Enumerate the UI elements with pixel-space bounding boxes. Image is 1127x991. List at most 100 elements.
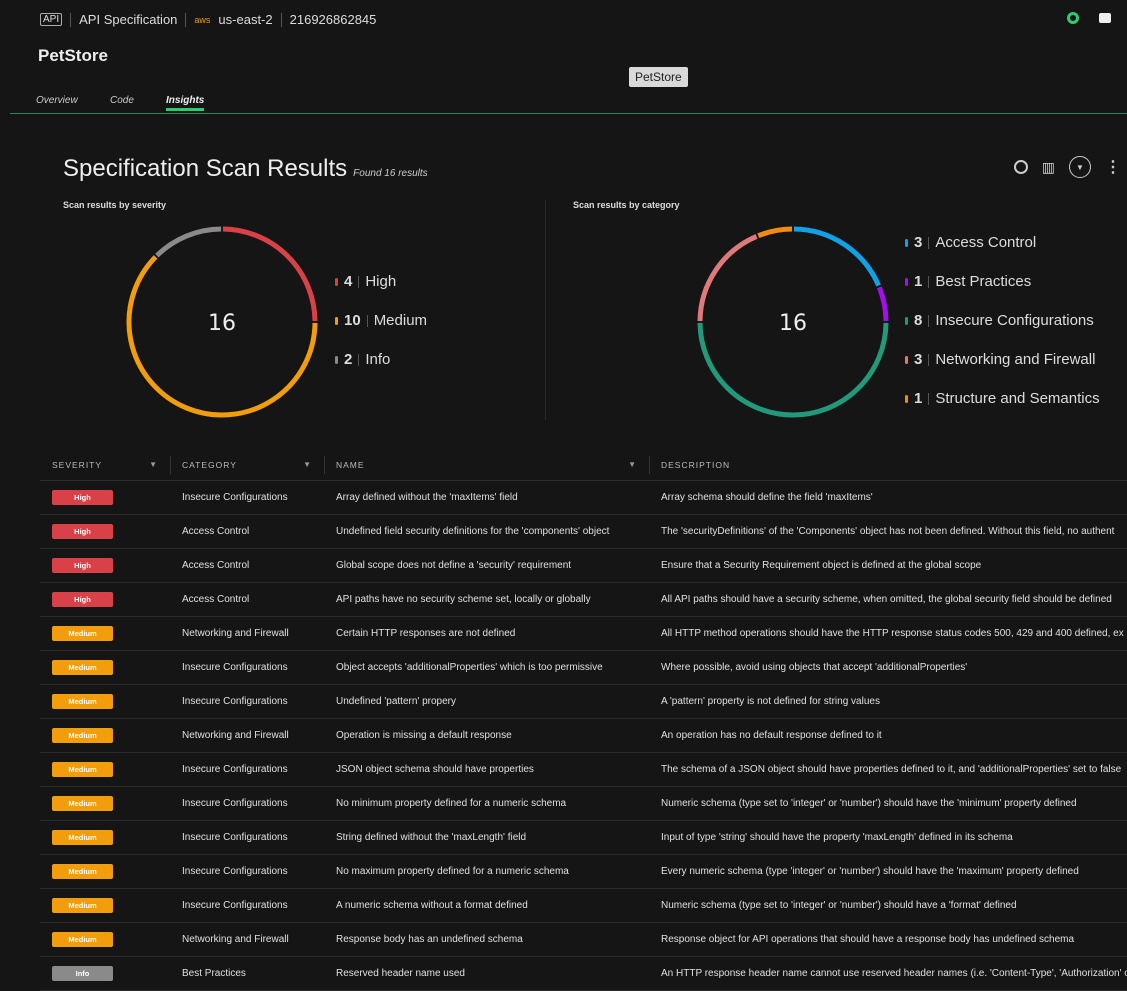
- category-cell: Insecure Configurations: [170, 786, 324, 821]
- name-cell: API paths have no security scheme set, l…: [324, 582, 649, 617]
- legend-item[interactable]: 8 Insecure Configurations: [905, 301, 1100, 340]
- severity-cell: Medium: [40, 616, 170, 651]
- category-cell: Insecure Configurations: [170, 752, 324, 787]
- severity-badge: High: [52, 557, 113, 573]
- table-row[interactable]: High Access Control Undefined field securi…: [40, 514, 1127, 549]
- column-header-description[interactable]: DESCRIPTION: [649, 450, 1127, 481]
- legend-label: Insecure Configurations: [935, 312, 1094, 329]
- description-cell: Where possible, avoid using objects that…: [649, 650, 1127, 685]
- table-row[interactable]: Medium Insecure Configurations String defi…: [40, 820, 1127, 855]
- donut-slice-networking-and-firewall[interactable]: [697, 234, 758, 322]
- donut-slice-info[interactable]: [155, 226, 222, 258]
- divider: [928, 353, 930, 366]
- column-header-severity[interactable]: SEVERITY ▼: [40, 450, 170, 481]
- column-header-name[interactable]: NAME ▼: [324, 450, 649, 481]
- description-cell: An HTTP response header name cannot use …: [649, 956, 1127, 991]
- severity-donut: 16: [126, 226, 318, 418]
- legend-swatch: [905, 355, 908, 364]
- description-cell: All HTTP method operations should have t…: [649, 616, 1127, 651]
- chat-icon[interactable]: [1099, 13, 1111, 23]
- donut-slice-medium[interactable]: [126, 255, 318, 418]
- severity-cell: Info: [40, 956, 170, 991]
- severity-badge: Medium: [52, 659, 113, 675]
- category-cell: Access Control: [170, 548, 324, 583]
- description-cell: The 'securityDefinitions' of the 'Compon…: [649, 514, 1127, 549]
- legend-swatch: [905, 394, 908, 403]
- divider: [280, 12, 282, 27]
- donut-slice-structure-and-semantics[interactable]: [757, 226, 793, 239]
- name-cell: A numeric schema without a format define…: [324, 888, 649, 923]
- divider: [70, 12, 72, 27]
- table-row[interactable]: Medium Insecure Configurations JSON object…: [40, 752, 1127, 787]
- column-header-category[interactable]: CATEGORY ▼: [170, 450, 324, 481]
- category-cell: Networking and Firewall: [170, 922, 324, 957]
- category-cell: Best Practices: [170, 956, 324, 991]
- table-row[interactable]: Medium Insecure Configurations No maximum …: [40, 854, 1127, 889]
- severity-cell: High: [40, 548, 170, 583]
- table-row[interactable]: Medium Networking and Firewall Certain HTT…: [40, 616, 1127, 651]
- more-options-icon[interactable]: ⋮: [1105, 159, 1121, 176]
- table-row[interactable]: Medium Insecure Configurations Undefined '…: [40, 684, 1127, 719]
- severity-badge: High: [52, 523, 113, 539]
- section-title: Specification Scan Results Found 16 resul…: [63, 155, 428, 183]
- scan-title: Specification Scan Results: [63, 155, 348, 182]
- donut-slice-best-practices[interactable]: [876, 286, 889, 322]
- legend-count: 1: [914, 273, 923, 290]
- name-cell: Undefined 'pattern' propery: [324, 684, 649, 719]
- severity-cell: Medium: [40, 820, 170, 855]
- table-row[interactable]: Medium Networking and Firewall Operation i…: [40, 718, 1127, 753]
- legend-item[interactable]: 3 Access Control: [905, 223, 1100, 262]
- table-row[interactable]: Medium Insecure Configurations A numeric s…: [40, 888, 1127, 923]
- legend-label: Medium: [373, 312, 428, 329]
- severity-cell: High: [40, 480, 170, 515]
- name-cell: Undefined field security definitions for…: [324, 514, 649, 549]
- legend-count: 1: [914, 390, 923, 407]
- table-row[interactable]: High Access Control API paths have no secu…: [40, 582, 1127, 617]
- divider: [928, 314, 930, 327]
- severity-legend: 4 High 10 Medium 2 Info: [335, 262, 427, 379]
- legend-item[interactable]: 3 Networking and Firewall: [905, 340, 1100, 379]
- category-cell: Insecure Configurations: [170, 888, 324, 923]
- description-cell: Numeric schema (type set to 'integer' or…: [649, 786, 1127, 821]
- legend-label: Networking and Firewall: [935, 351, 1096, 368]
- table-row[interactable]: Medium Insecure Configurations Object acce…: [40, 650, 1127, 685]
- description-cell: Array schema should define the field 'ma…: [649, 480, 1127, 515]
- account-id: 216926862845: [289, 12, 377, 27]
- severity-cell: Medium: [40, 922, 170, 957]
- donut-view-icon[interactable]: [1013, 160, 1028, 174]
- filter-button[interactable]: ▼: [1069, 156, 1091, 178]
- table-row[interactable]: Medium Networking and Firewall Response bo…: [40, 922, 1127, 957]
- legend-item[interactable]: 1 Best Practices: [905, 262, 1100, 301]
- donut-slice-high[interactable]: [222, 226, 318, 322]
- filter-icon[interactable]: ▼: [149, 459, 158, 469]
- severity-badge: Medium: [52, 727, 113, 743]
- legend-item[interactable]: 4 High: [335, 262, 427, 301]
- severity-cell: High: [40, 582, 170, 617]
- name-cell: Array defined without the 'maxItems' fie…: [324, 480, 649, 515]
- category-cell: Access Control: [170, 514, 324, 549]
- tab-insights[interactable]: Insights: [166, 95, 205, 111]
- legend-item[interactable]: 10 Medium: [335, 301, 427, 340]
- donut-slice-access-control[interactable]: [793, 226, 881, 287]
- severity-cell: Medium: [40, 888, 170, 923]
- legend-label: Access Control: [935, 234, 1037, 251]
- donut-slice-insecure-configurations[interactable]: [697, 322, 889, 418]
- name-cell: No maximum property defined for a numeri…: [324, 854, 649, 889]
- severity-badge: Medium: [52, 693, 113, 709]
- region: us-east-2: [218, 12, 273, 27]
- tab-code[interactable]: Code: [110, 95, 134, 106]
- bar-chart-icon[interactable]: ▥: [1041, 158, 1055, 175]
- legend-item[interactable]: 1 Structure and Semantics: [905, 379, 1100, 418]
- severity-badge: Medium: [52, 625, 113, 641]
- status-ring-icon[interactable]: [1067, 12, 1079, 24]
- table-row[interactable]: High Insecure Configurations Array defined…: [40, 480, 1127, 515]
- tab-overview[interactable]: Overview: [36, 95, 78, 106]
- table-row[interactable]: Info Best Practices Reserved header name u…: [40, 956, 1127, 991]
- filter-icon[interactable]: ▼: [303, 459, 312, 469]
- filter-icon[interactable]: ▼: [628, 459, 637, 469]
- legend-item[interactable]: 2 Info: [335, 340, 427, 379]
- table-row[interactable]: High Access Control Global scope does not …: [40, 548, 1127, 583]
- legend-count: 10: [344, 312, 361, 329]
- category-cell: Access Control: [170, 582, 324, 617]
- table-row[interactable]: Medium Insecure Configurations No minimum …: [40, 786, 1127, 821]
